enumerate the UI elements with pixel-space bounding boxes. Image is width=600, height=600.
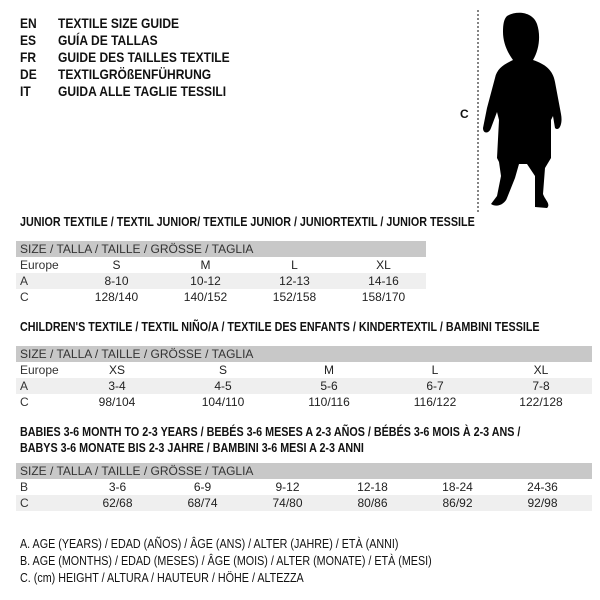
- table-cell: 128/140: [94, 290, 139, 304]
- note-c: C. (cm) HEIGHT / ALTURA / HAUTEUR / HÖHE…: [20, 570, 499, 587]
- babies-size-table: SIZE / TALLA / TAILLE / GRÖSSE / TAGLIA B…: [16, 463, 592, 511]
- table-cell: 122/128: [519, 395, 563, 409]
- table-cell: 24-36: [527, 480, 558, 494]
- note-text: A. AGE (YEARS) / EDAD (AÑOS) / ÂGE (ANS)…: [20, 537, 399, 551]
- table-cell: 3-6: [108, 480, 127, 494]
- babies-section-title: BABYS 3-6 MONATE BIS 2-3 JAHRE / BAMBINI…: [20, 440, 420, 456]
- table-cell: 86/92: [442, 496, 473, 510]
- table-cell: L: [431, 363, 439, 377]
- table-cell: XS: [108, 363, 125, 377]
- lang-code: DE: [20, 66, 37, 82]
- lang-title: GUIDA ALLE TAGLIE TESSILI: [58, 83, 227, 99]
- table-cell: 98/104: [98, 395, 136, 409]
- table-cell: M: [324, 363, 334, 377]
- table-row: Europe XS S M L XL: [16, 362, 592, 378]
- table-cell: 14-16: [368, 274, 399, 288]
- table-header: SIZE / TALLA / TAILLE / GRÖSSE / TAGLIA: [20, 242, 254, 256]
- note-a: A. AGE (YEARS) / EDAD (AÑOS) / ÂGE (ANS)…: [20, 536, 499, 553]
- table-cell: 104/110: [201, 395, 245, 409]
- table-cell: 9-12: [275, 480, 300, 494]
- row-label: C: [20, 290, 29, 304]
- table-header-row: SIZE / TALLA / TAILLE / GRÖSSE / TAGLIA: [16, 346, 592, 362]
- children-size-table: SIZE / TALLA / TAILLE / GRÖSSE / TAGLIA E…: [16, 346, 592, 410]
- table-cell: 110/116: [308, 395, 350, 409]
- children-section-title: CHILDREN'S TEXTILE / TEXTIL NIÑO/A / TEX…: [20, 319, 600, 335]
- table-cell: 74/80: [272, 496, 303, 510]
- table-cell: S: [218, 363, 227, 377]
- table-cell: 158/170: [361, 290, 406, 304]
- table-header: SIZE / TALLA / TAILLE / GRÖSSE / TAGLIA: [20, 347, 254, 361]
- lang-code: EN: [20, 15, 37, 31]
- table-row: A 8-10 10-12 12-13 14-16: [16, 273, 426, 289]
- section-title-text: BABIES 3-6 MONTH TO 2-3 YEARS / BEBÉS 3-…: [20, 425, 521, 439]
- table-cell: 10-12: [190, 274, 221, 288]
- table-cell: M: [200, 258, 211, 272]
- lang-code: IT: [20, 83, 31, 99]
- lang-title: GUIDE DES TAILLES TEXTILE: [58, 49, 230, 65]
- table-cell: XL: [376, 258, 391, 272]
- table-header-row: SIZE / TALLA / TAILLE / GRÖSSE / TAGLIA: [16, 463, 592, 479]
- row-label: C: [20, 496, 29, 510]
- babies-section-title: BABIES 3-6 MONTH TO 2-3 YEARS / BEBÉS 3-…: [20, 424, 600, 440]
- table-cell: S: [112, 258, 121, 272]
- table-cell: 68/74: [187, 496, 218, 510]
- lang-code: ES: [20, 32, 37, 48]
- junior-size-table: SIZE / TALLA / TAILLE / GRÖSSE / TAGLIA E…: [16, 241, 426, 305]
- table-cell: 12-13: [279, 274, 310, 288]
- table-row: C 128/140 140/152 152/158 158/170: [16, 289, 426, 305]
- table-cell: 12-18: [357, 480, 388, 494]
- child-silhouette-icon: [477, 10, 562, 213]
- row-label: B: [20, 480, 29, 494]
- table-cell: 6-9: [193, 480, 212, 494]
- table-row: Europe S M L XL: [16, 257, 426, 273]
- table-cell: 116/122: [413, 395, 457, 409]
- table-row: C 98/104 104/110 110/116 116/122 122/128: [16, 394, 592, 410]
- height-figure: C: [455, 8, 595, 213]
- table-cell: 3-4: [108, 379, 126, 393]
- note-b: B. AGE (MONTHS) / EDAD (MESES) / ÂGE (MO…: [20, 553, 499, 570]
- table-cell: 5-6: [320, 379, 338, 393]
- lang-title: TEXTILE SIZE GUIDE: [58, 15, 180, 31]
- table-row: B 3-6 6-9 9-12 12-18 18-24 24-36: [16, 479, 592, 495]
- table-row: C 62/68 68/74 74/80 80/86 86/92 92/98: [16, 495, 592, 511]
- section-title-text: BABYS 3-6 MONATE BIS 2-3 JAHRE / BAMBINI…: [20, 441, 364, 455]
- section-title-text: CHILDREN'S TEXTILE / TEXTIL NIÑO/A / TEX…: [20, 320, 540, 334]
- table-cell: 80/86: [357, 496, 388, 510]
- table-cell: 6-7: [426, 379, 444, 393]
- row-label: A: [20, 274, 29, 288]
- table-cell: L: [291, 258, 298, 272]
- table-cell: 62/68: [102, 496, 133, 510]
- junior-section-title: JUNIOR TEXTILE / TEXTIL JUNIOR/ TEXTILE …: [20, 214, 549, 230]
- lang-code: FR: [20, 49, 37, 65]
- table-cell: 4-5: [214, 379, 232, 393]
- legend-notes: A. AGE (YEARS) / EDAD (AÑOS) / ÂGE (ANS)…: [20, 536, 499, 587]
- table-cell: 152/158: [272, 290, 317, 304]
- lang-title: GUÍA DE TALLAS: [58, 32, 158, 48]
- table-header-row: SIZE / TALLA / TAILLE / GRÖSSE / TAGLIA: [16, 241, 426, 257]
- table-cell: 140/152: [183, 290, 228, 304]
- table-row: A 3-4 4-5 5-6 6-7 7-8: [16, 378, 592, 394]
- row-label: Europe: [20, 258, 59, 272]
- measure-label-c: C: [460, 107, 469, 121]
- table-cell: 8-10: [104, 274, 129, 288]
- row-label: Europe: [20, 363, 59, 377]
- table-cell: XL: [533, 363, 549, 377]
- table-cell: 92/98: [527, 496, 558, 510]
- note-text: B. AGE (MONTHS) / EDAD (MESES) / ÂGE (MO…: [20, 554, 432, 568]
- note-text: C. (cm) HEIGHT / ALTURA / HAUTEUR / HÖHE…: [20, 571, 304, 585]
- table-cell: 18-24: [442, 480, 473, 494]
- table-header: SIZE / TALLA / TAILLE / GRÖSSE / TAGLIA: [20, 464, 254, 478]
- row-label: A: [20, 379, 29, 393]
- row-label: C: [20, 395, 29, 409]
- lang-title: TEXTILGRÖßENFÜHRUNG: [58, 66, 212, 82]
- table-cell: 7-8: [532, 379, 550, 393]
- section-title-text: JUNIOR TEXTILE / TEXTIL JUNIOR/ TEXTILE …: [20, 215, 475, 229]
